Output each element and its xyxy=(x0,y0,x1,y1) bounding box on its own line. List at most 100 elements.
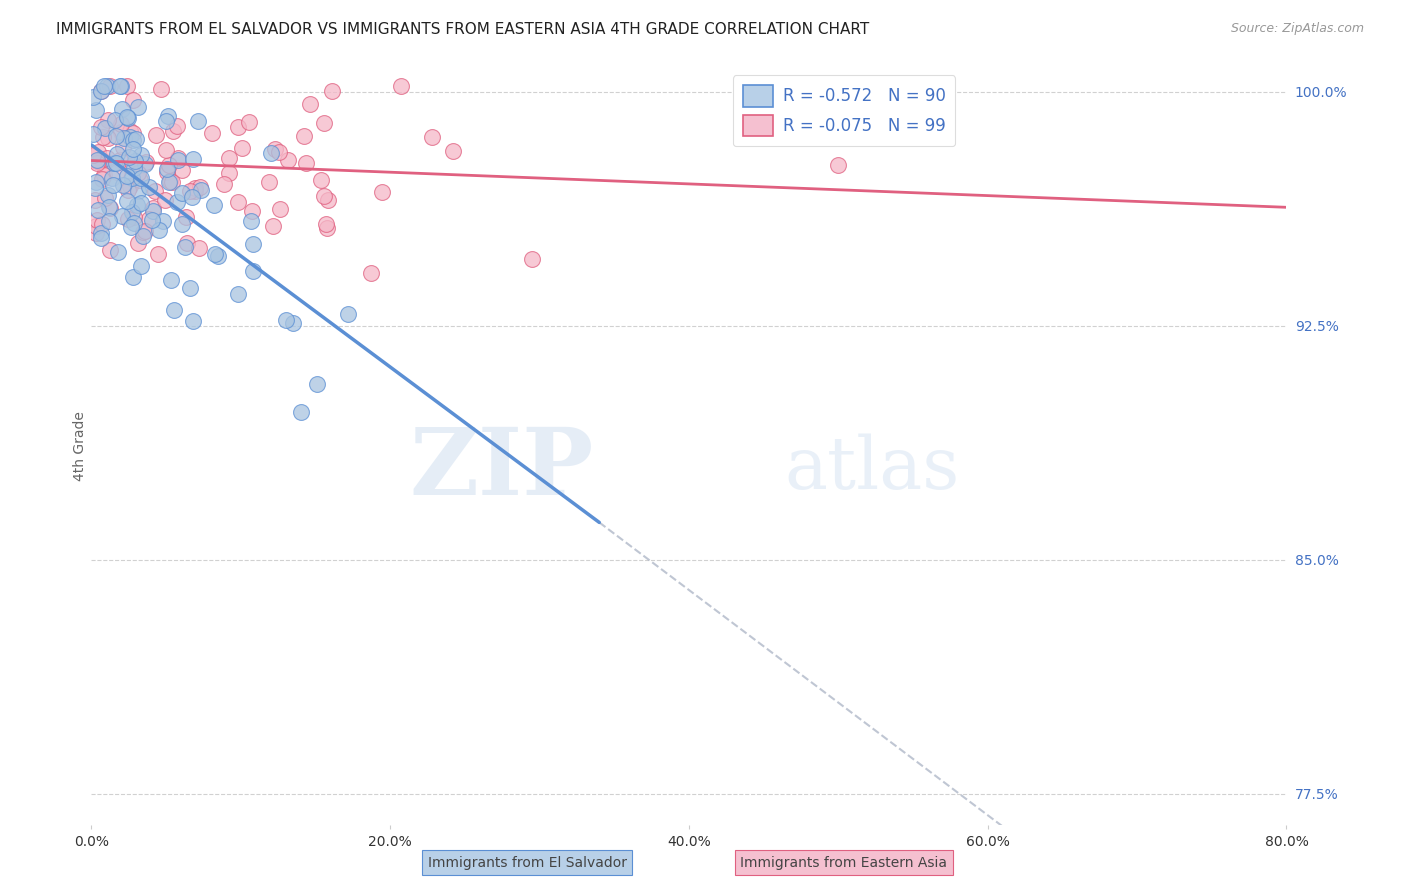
Point xyxy=(316,193,339,207)
Point xyxy=(97,131,120,145)
Point xyxy=(111,102,134,116)
Point xyxy=(145,128,167,142)
Point xyxy=(86,219,108,233)
Point xyxy=(132,228,155,243)
Point xyxy=(179,184,201,198)
Point xyxy=(184,184,207,198)
Point xyxy=(90,172,112,186)
Point xyxy=(96,78,118,93)
Point xyxy=(84,103,107,118)
Point xyxy=(371,186,394,200)
Point xyxy=(184,181,207,195)
Point xyxy=(111,140,134,154)
Point xyxy=(86,153,108,167)
Point xyxy=(93,169,115,183)
Point xyxy=(176,235,198,250)
Point xyxy=(112,131,135,145)
Point xyxy=(276,313,298,327)
Point xyxy=(110,117,132,131)
Point xyxy=(260,146,283,161)
Point xyxy=(93,79,115,94)
Point xyxy=(143,184,166,198)
Point xyxy=(110,125,132,139)
Point xyxy=(115,169,138,183)
Point xyxy=(82,148,104,162)
Point xyxy=(166,119,188,133)
Point xyxy=(156,161,179,176)
Point xyxy=(94,120,117,135)
Point xyxy=(122,161,145,175)
Point xyxy=(90,84,112,98)
Point xyxy=(98,78,121,93)
Point xyxy=(124,217,146,231)
Point xyxy=(103,155,125,169)
Point xyxy=(115,78,138,93)
Point xyxy=(129,195,152,210)
Point xyxy=(101,170,124,185)
Point xyxy=(110,78,132,93)
Point xyxy=(239,213,262,227)
Point xyxy=(105,155,128,169)
Point xyxy=(87,203,110,218)
Point xyxy=(174,211,197,225)
Point xyxy=(118,178,141,193)
Point xyxy=(172,186,194,200)
Point xyxy=(82,128,104,142)
Point xyxy=(226,195,249,210)
Point xyxy=(107,245,129,260)
Point xyxy=(105,146,128,161)
Point xyxy=(91,130,114,145)
Point xyxy=(187,114,209,128)
Point xyxy=(316,220,339,235)
Point xyxy=(96,151,118,165)
Point xyxy=(305,377,328,392)
Legend: R = -0.572   N = 90, R = -0.075   N = 99: R = -0.572 N = 90, R = -0.075 N = 99 xyxy=(733,75,956,146)
Point xyxy=(212,178,235,192)
Point xyxy=(156,165,179,179)
Point xyxy=(231,140,253,154)
Point xyxy=(226,120,249,134)
Point xyxy=(312,189,335,203)
Point xyxy=(120,130,142,145)
Point xyxy=(166,153,188,167)
Point xyxy=(120,220,142,235)
Point xyxy=(181,152,204,166)
Point xyxy=(163,303,186,318)
Point xyxy=(127,166,149,180)
Point xyxy=(104,113,127,128)
Text: Immigrants from Eastern Asia: Immigrants from Eastern Asia xyxy=(740,855,948,870)
Point xyxy=(172,163,194,178)
Point xyxy=(127,184,149,198)
Point xyxy=(321,84,343,98)
Point xyxy=(218,152,240,166)
Point xyxy=(157,175,180,189)
Point xyxy=(188,242,211,256)
Point xyxy=(156,110,179,124)
Point xyxy=(827,158,849,172)
Point xyxy=(242,237,264,252)
Point xyxy=(86,154,108,169)
Point xyxy=(155,113,177,128)
Point xyxy=(90,231,112,245)
Point xyxy=(117,194,139,209)
Point xyxy=(132,225,155,239)
Point xyxy=(111,178,134,192)
Point xyxy=(157,158,180,172)
Point xyxy=(128,173,150,187)
Point xyxy=(84,193,107,207)
Point xyxy=(204,247,226,261)
Point xyxy=(180,190,202,204)
Point xyxy=(117,112,139,126)
Point xyxy=(117,183,139,197)
Point xyxy=(84,226,107,240)
Point xyxy=(134,224,156,238)
Point xyxy=(141,213,163,227)
Point xyxy=(127,235,149,250)
Point xyxy=(207,249,229,263)
Point xyxy=(314,116,336,130)
Point xyxy=(257,175,280,189)
Point xyxy=(166,151,188,165)
Point xyxy=(277,153,299,168)
Text: Source: ZipAtlas.com: Source: ZipAtlas.com xyxy=(1230,22,1364,36)
Point xyxy=(122,127,145,141)
